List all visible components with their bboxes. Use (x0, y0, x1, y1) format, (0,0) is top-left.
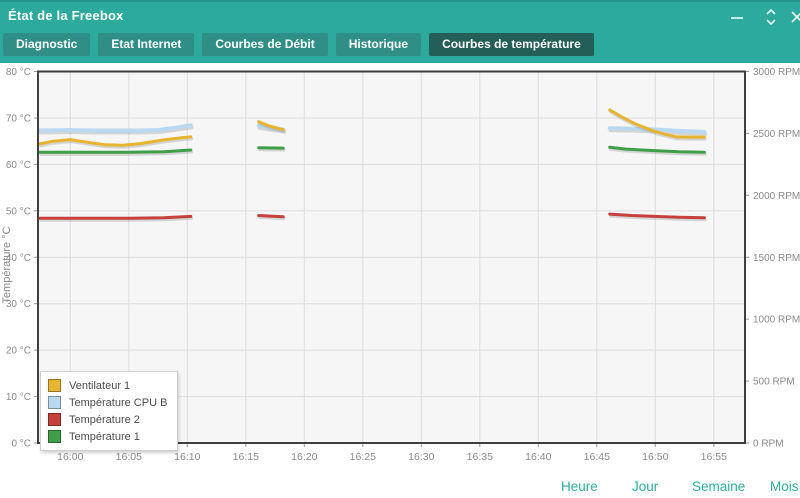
chart-series (37, 108, 708, 222)
window-header: État de la Freebox Diagnostic Etat Intern… (0, 0, 800, 63)
chart-legend: Ventilateur 1 Température CPU B Températur… (40, 371, 179, 451)
legend-item: Température 1 (48, 428, 167, 445)
series-shadow (39, 216, 194, 222)
tab-diagnostic[interactable]: Diagnostic (3, 33, 91, 56)
svg-text:3000 RPM: 3000 RPM (753, 67, 800, 78)
titlebar: État de la Freebox (0, 2, 800, 32)
svg-text:16:35: 16:35 (467, 451, 493, 463)
svg-text:10 °C: 10 °C (6, 392, 31, 403)
svg-text:20 °C: 20 °C (6, 346, 31, 357)
series-shadow (39, 150, 194, 156)
temperature-chart: 0 °C 10 °C 20 °C 30 °C 40 °C 50 °C 60 °C 70 °C 8… (0, 63, 800, 463)
legend-label: Température CPU B (69, 396, 168, 409)
svg-text:16:30: 16:30 (408, 451, 434, 463)
svg-text:16:10: 16:10 (174, 451, 200, 463)
svg-text:70 °C: 70 °C (6, 113, 31, 124)
svg-text:16:05: 16:05 (116, 451, 142, 463)
range-link-mois[interactable]: Mois (770, 479, 799, 494)
legend-item: Ventilateur 1 (48, 377, 167, 394)
svg-text:16:15: 16:15 (233, 451, 259, 463)
legend-label: Ventilateur 1 (69, 379, 131, 392)
series-line-ventilateur-1 (38, 135, 193, 147)
tab-historique[interactable]: Historique (335, 33, 422, 56)
series-line-temp-rature-cpu-b (607, 126, 707, 134)
tab-etat-internet[interactable]: Etat Internet (98, 33, 195, 56)
svg-text:16:55: 16:55 (701, 451, 727, 463)
tab-bar: Diagnostic Etat Internet Courbes de Débit H… (3, 33, 594, 56)
series-shadow (258, 216, 286, 221)
svg-text:0 °C: 0 °C (11, 439, 31, 450)
svg-text:50 °C: 50 °C (6, 206, 31, 217)
tab-courbes-de-debit[interactable]: Courbes de Débit (202, 33, 328, 56)
svg-text:16:40: 16:40 (525, 451, 551, 463)
close-icon[interactable] (786, 6, 800, 28)
series-line-temp-rature-2 (608, 212, 706, 220)
legend-label: Température 1 (69, 430, 140, 443)
range-link-heure[interactable]: Heure (561, 479, 598, 494)
plot-border (37, 70, 746, 444)
svg-text:60 °C: 60 °C (6, 160, 31, 171)
svg-text:1000 RPM: 1000 RPM (753, 315, 800, 326)
svg-text:500 RPM: 500 RPM (753, 377, 795, 388)
svg-text:2500 RPM: 2500 RPM (753, 129, 800, 140)
svg-text:16:45: 16:45 (584, 451, 610, 463)
svg-text:0 RPM: 0 RPM (753, 439, 784, 450)
range-link-semaine[interactable]: Semaine (692, 479, 746, 494)
series-line-ventilateur-1 (257, 120, 285, 132)
svg-text:80 °C: 80 °C (6, 67, 31, 78)
series-line-temp-rature-1 (608, 145, 706, 154)
svg-text:30 °C: 30 °C (6, 299, 31, 310)
series-shadow (609, 147, 707, 156)
legend-color-swatch (48, 430, 61, 443)
legend-label: Température 2 (69, 413, 140, 426)
tab-courbes-de-temperature[interactable]: Courbes de température (429, 33, 594, 56)
series-line-temp-rature-2 (38, 214, 193, 220)
series-line-temp-rature-cpu-b (37, 123, 193, 133)
svg-text:1500 RPM: 1500 RPM (753, 253, 800, 264)
range-link-jour[interactable]: Jour (632, 479, 659, 494)
series-shadow (258, 122, 286, 134)
svg-text:2000 RPM: 2000 RPM (753, 191, 800, 202)
svg-text:16:50: 16:50 (642, 451, 668, 463)
series-shadow (39, 137, 194, 149)
legend-item: Température CPU B (48, 394, 167, 411)
svg-text:16:00: 16:00 (57, 451, 83, 463)
svg-text:16:25: 16:25 (350, 451, 376, 463)
legend-color-swatch (48, 396, 61, 409)
y-axis-title: Température °C (1, 226, 13, 303)
legend-color-swatch (48, 413, 61, 426)
series-shadow (609, 214, 707, 222)
time-range-links: Heure Jour Semaine Mois (0, 479, 800, 498)
series-line-ventilateur-1 (608, 108, 706, 139)
window-title: État de la Freebox (8, 8, 124, 23)
chart-gridlines (38, 71, 745, 443)
minimize-icon[interactable] (726, 6, 748, 28)
series-line-temp-rature-1 (38, 148, 193, 154)
legend-item: Température 2 (48, 411, 167, 428)
axis-labels: 0 °C 10 °C 20 °C 30 °C 40 °C 50 °C 60 °C 70 °C 8… (1, 67, 800, 463)
series-line-temp-rature-2 (257, 214, 285, 219)
svg-text:16:20: 16:20 (291, 451, 317, 463)
collapse-expand-icon[interactable] (760, 6, 782, 28)
legend-color-swatch (48, 379, 61, 392)
svg-text:40 °C: 40 °C (6, 253, 31, 264)
